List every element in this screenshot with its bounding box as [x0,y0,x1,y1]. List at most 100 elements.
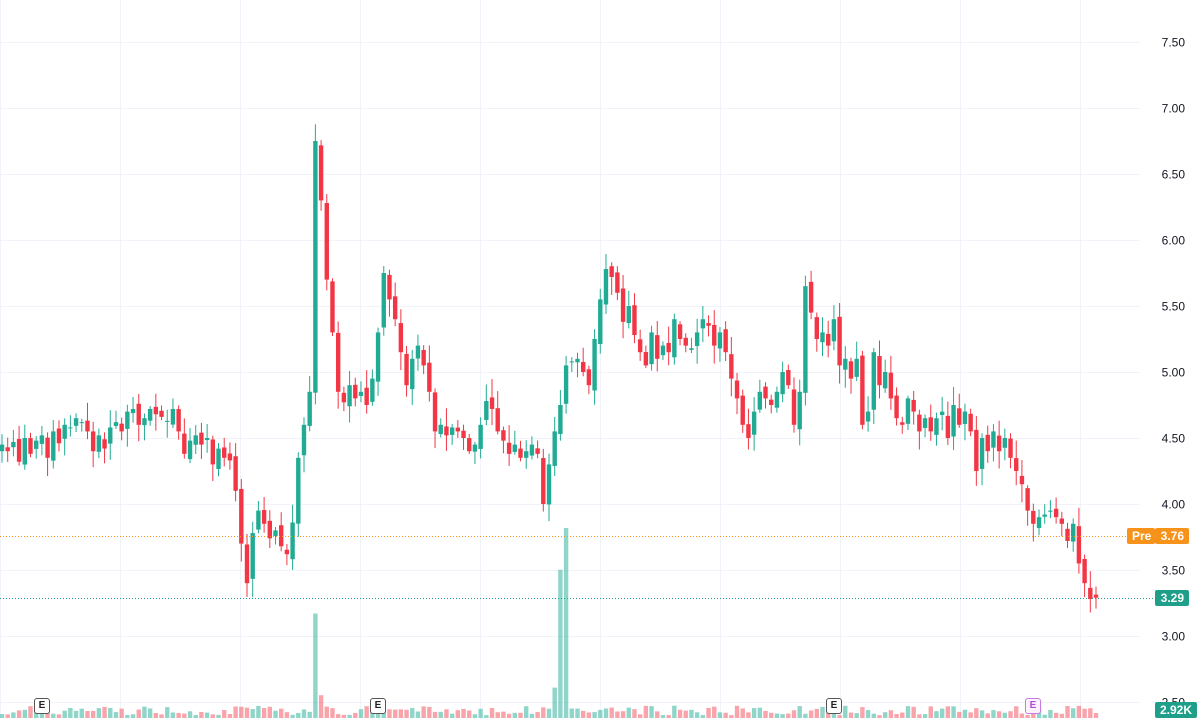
volume-bar [911,706,916,718]
volume-bar [489,708,495,718]
volume-bar [136,709,141,718]
candle-body [113,422,119,426]
volume-bar [193,715,198,718]
volume-bar [449,713,455,718]
candle-body [159,410,164,417]
volume-bar [415,711,421,718]
candle-body [410,358,415,390]
volume-bar [917,714,922,718]
volume-bar [677,709,683,718]
volume-bar [905,706,911,718]
candle-body [176,409,181,432]
volume-bar [620,711,626,718]
volume-bar [204,712,210,718]
candle-body [415,345,421,359]
volume-bar [267,706,273,718]
volume-bar [432,711,438,718]
candle-body [586,369,592,386]
volume-bar [637,714,643,718]
candle-body [569,361,574,363]
candle-body [911,399,916,412]
earnings-marker[interactable]: E [34,698,50,714]
candle-body [837,316,842,366]
volume-bar [814,708,820,718]
candle-body [814,317,820,339]
volume-bar [358,709,364,718]
candle-body [666,342,671,353]
candle-body [974,429,979,471]
volume-bar [592,712,597,718]
candle-body [284,549,290,555]
candle-body [546,464,552,505]
volume-bar [290,714,295,718]
candle-body [51,431,56,461]
volume-bar [860,707,865,718]
volume-bar [518,712,523,718]
volume-bar [227,714,233,718]
volume-bar [62,710,67,718]
y-tick-label: 4.50 [1162,432,1186,446]
volume-bar [951,706,956,718]
upcoming-earnings-marker[interactable]: E [1025,698,1041,714]
candle-body [370,378,375,402]
candle-body [165,420,170,422]
candle-body [119,423,124,432]
volume-bar [472,714,478,718]
volume-bar [11,712,16,718]
candle-body [73,418,79,426]
candle-body [734,380,740,399]
pre-market-price-tag: 3.76 [1155,528,1189,544]
volume-bar [603,708,609,718]
candle-body [848,361,854,379]
volume-bar [655,711,660,718]
candle-body [894,395,899,419]
candle-body [444,426,449,436]
candle-body [432,392,438,432]
candle-body [751,411,757,435]
volume-bar [56,714,62,718]
candle-body [467,438,472,452]
volume-bar [979,710,985,718]
candle-body [1048,510,1053,512]
earnings-marker[interactable]: E [826,698,842,714]
candle-body [524,451,529,458]
volume-bar [421,706,426,718]
volume-bar [125,715,130,718]
volume-bar [888,710,894,718]
candle-body [455,427,461,432]
volume-bar [484,715,489,718]
volume-bar [210,714,216,718]
volume-bar [985,713,990,718]
candle-body [330,281,335,333]
candle-body [85,420,90,432]
candle-body [1076,526,1082,564]
volume-bar [962,709,968,718]
candle-body [774,391,780,408]
candle-body [472,444,478,452]
candle-body [489,397,495,409]
volume-bar [159,714,164,718]
volume-bar [16,710,22,718]
candle-body [535,448,540,454]
candle-body [780,372,785,395]
volume-bar [318,695,324,718]
volume-bar [1019,713,1025,718]
earnings-marker[interactable]: E [370,698,386,714]
volume-bar [968,712,973,718]
candle-body [102,439,107,449]
candle-body [79,422,84,424]
candle-body [934,418,939,435]
candle-body [484,401,489,420]
candle-body [5,447,10,452]
candle-body [951,405,956,437]
volume-bar [1048,709,1053,718]
volume-bar [364,706,369,718]
volume-bar [239,706,244,718]
candle-body [683,337,688,346]
candle-body [449,427,455,435]
candle-body [928,417,933,432]
volume-bar [626,707,631,718]
candle-body [1025,488,1030,511]
